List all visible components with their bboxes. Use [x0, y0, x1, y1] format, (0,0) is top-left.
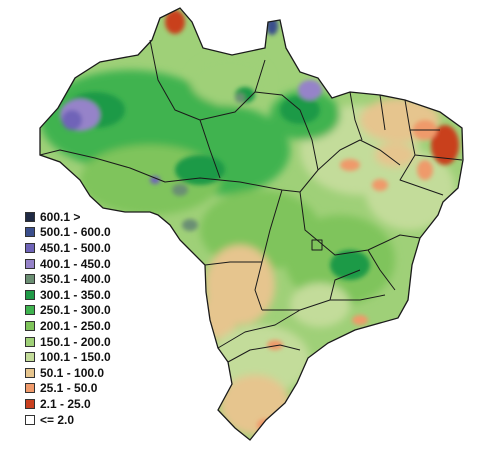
legend-swatch — [25, 242, 35, 253]
legend-label: 2.1 - 25.0 — [40, 396, 91, 411]
legend-swatch — [25, 336, 35, 347]
legend-label: 100.1 - 150.0 — [40, 350, 111, 365]
legend-label: 150.1 - 200.0 — [40, 334, 111, 349]
legend-label: 50.1 - 100.0 — [40, 365, 105, 380]
legend-swatch — [25, 211, 35, 222]
legend-label: 600.1 > — [40, 209, 81, 224]
legend-swatch — [25, 305, 35, 316]
legend-swatch — [25, 383, 35, 394]
state-borders — [39, 39, 463, 363]
legend-entry: 250.1 - 300.0 — [25, 303, 111, 319]
legend-entry: 600.1 > — [25, 209, 111, 225]
legend-swatch — [25, 352, 35, 363]
legend-swatch — [25, 227, 35, 238]
legend-swatch — [25, 414, 35, 425]
legend-swatch — [25, 289, 35, 300]
legend-label: 300.1 - 350.0 — [40, 287, 111, 302]
legend-label: 450.1 - 500.0 — [40, 240, 111, 255]
legend-label: 25.1 - 50.0 — [40, 381, 98, 396]
legend-entry: 450.1 - 500.0 — [25, 240, 111, 256]
legend-entry: 500.1 - 600.0 — [25, 225, 111, 241]
legend-label: 400.1 - 450.0 — [40, 256, 111, 271]
legend-entry: 350.1 - 400.0 — [25, 271, 111, 287]
legend-swatch — [25, 398, 35, 409]
legend-entry: 300.1 - 350.0 — [25, 287, 111, 303]
legend-swatch — [25, 320, 35, 331]
legend-entry: 150.1 - 200.0 — [25, 334, 111, 350]
legend-entry: 100.1 - 150.0 — [25, 349, 111, 365]
legend-entry: 25.1 - 50.0 — [25, 381, 111, 397]
map-legend: 600.1 >500.1 - 600.0 450.1 - 500.0 400.1 -… — [25, 209, 111, 427]
legend-label: 250.1 - 300.0 — [40, 303, 111, 318]
legend-label: 500.1 - 600.0 — [40, 225, 111, 240]
legend-entry: 50.1 - 100.0 — [25, 365, 111, 381]
legend-swatch — [25, 274, 35, 285]
legend-swatch — [25, 258, 35, 269]
legend-entry: 200.1 - 250.0 — [25, 318, 111, 334]
legend-label: <= 2.0 — [40, 412, 75, 427]
legend-label: 200.1 - 250.0 — [40, 318, 111, 333]
legend-entry: 400.1 - 450.0 — [25, 256, 111, 272]
legend-entry: 2.1 - 25.0 — [25, 396, 111, 412]
legend-entry: <= 2.0 — [25, 412, 111, 428]
legend-label: 350.1 - 400.0 — [40, 272, 111, 287]
legend-swatch — [25, 367, 35, 378]
